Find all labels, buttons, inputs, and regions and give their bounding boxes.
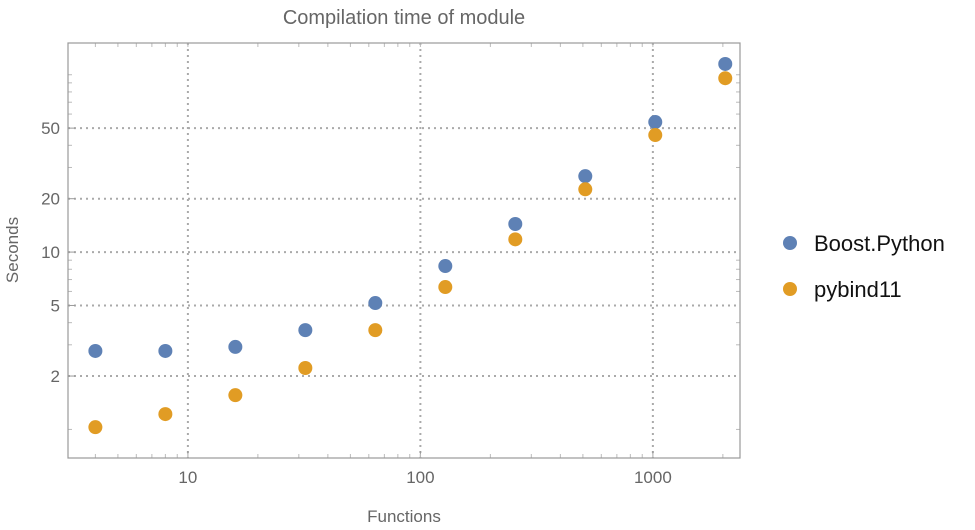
- data-point-boost-python: [648, 115, 663, 130]
- legend-label: pybind11: [814, 277, 902, 302]
- data-point-pybind11: [438, 280, 453, 295]
- data-point-pybind11: [718, 71, 733, 86]
- legend-marker: [783, 282, 797, 296]
- data-point-boost-python: [578, 169, 593, 184]
- data-point-boost-python: [298, 323, 313, 338]
- data-point-pybind11: [228, 388, 243, 403]
- data-point-boost-python: [438, 259, 453, 274]
- data-point-pybind11: [158, 407, 173, 422]
- x-axis-label: Functions: [367, 507, 441, 525]
- x-tick-label: 1000: [634, 468, 672, 487]
- y-tick-label: 10: [41, 243, 60, 262]
- data-point-pybind11: [578, 182, 593, 197]
- y-tick-label: 5: [51, 296, 60, 315]
- data-point-pybind11: [648, 128, 663, 143]
- x-tick-label: 10: [178, 468, 197, 487]
- data-point-boost-python: [88, 343, 103, 358]
- data-point-boost-python: [368, 296, 383, 311]
- y-tick-label: 20: [41, 190, 60, 209]
- data-point-pybind11: [298, 360, 313, 375]
- data-point-pybind11: [88, 420, 103, 435]
- plot-frame: [67, 42, 741, 459]
- legend: Boost.Python pybind11: [783, 231, 945, 302]
- data-point-boost-python: [228, 339, 243, 354]
- y-axis-label: Seconds: [3, 217, 22, 283]
- y-tick-label: 50: [41, 119, 60, 138]
- chart-title: Compilation time of module: [283, 7, 525, 29]
- data-point-pybind11: [508, 232, 523, 247]
- data-point-pybind11: [368, 323, 383, 338]
- data-point-boost-python: [718, 56, 733, 71]
- data-point-boost-python: [158, 343, 173, 358]
- data-point-boost-python: [508, 216, 523, 231]
- legend-marker: [783, 236, 797, 250]
- y-tick-label: 2: [51, 367, 60, 386]
- legend-label: Boost.Python: [814, 231, 945, 256]
- x-tick-label: 100: [406, 468, 434, 487]
